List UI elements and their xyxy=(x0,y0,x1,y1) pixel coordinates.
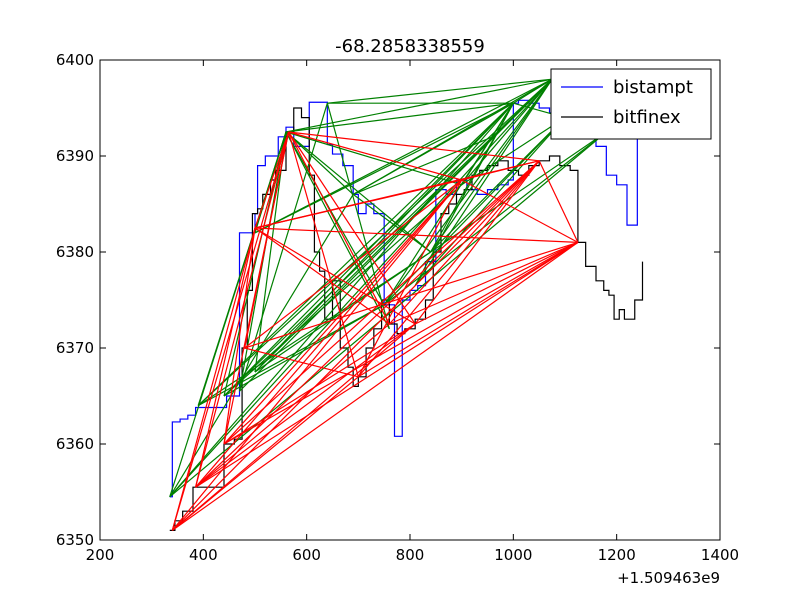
connector-line xyxy=(195,323,390,488)
connector-line xyxy=(285,131,462,186)
connector-line xyxy=(492,78,553,138)
connector-line xyxy=(254,102,514,373)
connector-line xyxy=(430,117,566,253)
x-tick-label: 400 xyxy=(189,546,218,564)
connector-line xyxy=(254,78,553,234)
connector-line xyxy=(288,131,359,377)
connector-line xyxy=(195,323,416,488)
plot-frame xyxy=(99,59,721,541)
connector-line xyxy=(171,131,290,531)
connector-line xyxy=(414,241,579,325)
connector-line xyxy=(285,78,553,133)
connector-line xyxy=(244,179,463,349)
connector-line xyxy=(352,136,493,195)
y-tick-label: 6350 xyxy=(56,531,94,549)
x-tick-label: 200 xyxy=(86,546,115,564)
connector-line xyxy=(171,376,359,531)
connector-line xyxy=(194,227,256,488)
connector-line xyxy=(288,131,462,181)
legend-label: bitfinex xyxy=(613,107,681,128)
connector-line xyxy=(254,131,290,229)
connector-line xyxy=(285,131,385,306)
connector-line xyxy=(461,78,553,186)
y-tick-label: 6390 xyxy=(56,147,94,165)
connector-line xyxy=(357,179,463,378)
connector-line xyxy=(461,160,540,181)
y-tick-label: 6360 xyxy=(56,435,94,453)
connector-line xyxy=(254,227,578,243)
connector-line xyxy=(195,131,290,488)
connector-line xyxy=(327,78,553,104)
y-tick-label: 6400 xyxy=(56,51,94,69)
x-tick-label: 1200 xyxy=(598,546,636,564)
connector-line xyxy=(238,103,328,392)
connector-line xyxy=(171,179,463,531)
legend-box xyxy=(550,68,712,140)
x-tick-label: 600 xyxy=(292,546,321,564)
series-connections-3 xyxy=(171,131,579,531)
connector-line xyxy=(244,347,359,378)
connector-line xyxy=(352,193,432,253)
connector-line xyxy=(414,117,566,286)
connector-line xyxy=(223,160,540,445)
connector-line xyxy=(195,179,463,488)
connector-line xyxy=(461,102,514,186)
connector-line xyxy=(389,241,579,325)
connector-line xyxy=(414,160,540,325)
connector-line xyxy=(288,131,416,325)
connector-line xyxy=(171,227,256,531)
connector-line xyxy=(461,117,566,186)
connector-line xyxy=(169,131,607,498)
connector-line xyxy=(223,323,416,445)
x-offset-label: +1.509463e9 xyxy=(617,569,720,587)
legend: bistampt bitfinex xyxy=(550,68,712,140)
connector-line xyxy=(461,179,579,243)
connector-line xyxy=(254,227,390,325)
connector-line xyxy=(223,241,579,445)
connector-line xyxy=(285,131,354,195)
connector-line xyxy=(288,131,540,162)
connector-line xyxy=(288,131,390,325)
connector-line xyxy=(223,179,463,445)
x-tick-label: 1400 xyxy=(701,546,739,564)
connector-line xyxy=(254,227,416,325)
connector-line xyxy=(358,241,579,378)
connector-line xyxy=(197,304,385,407)
series-line-bitfinex xyxy=(169,107,644,531)
x-tick-label: 800 xyxy=(396,546,425,564)
y-tick-label: 6380 xyxy=(56,243,94,261)
series-bitfinex xyxy=(169,107,644,531)
connector-line xyxy=(223,227,256,445)
connector-line xyxy=(244,131,290,349)
connector-line xyxy=(195,241,579,488)
connector-line xyxy=(171,160,540,531)
legend-label: bistampt xyxy=(613,77,693,98)
connector-line xyxy=(285,131,390,330)
connector-line xyxy=(388,160,540,325)
connector-line xyxy=(285,102,514,133)
connector-line xyxy=(223,304,385,397)
connector-line xyxy=(171,241,579,531)
connector-line xyxy=(326,103,390,329)
x-tick-label: 1000 xyxy=(494,546,532,564)
y-tick-label: 6370 xyxy=(56,339,94,357)
chart-title: -68.2858338559 xyxy=(335,36,485,57)
connector-line xyxy=(244,241,579,349)
connector-line xyxy=(538,160,579,243)
connector-line xyxy=(195,160,540,488)
connector-line xyxy=(383,78,553,306)
connector-line xyxy=(254,102,514,234)
